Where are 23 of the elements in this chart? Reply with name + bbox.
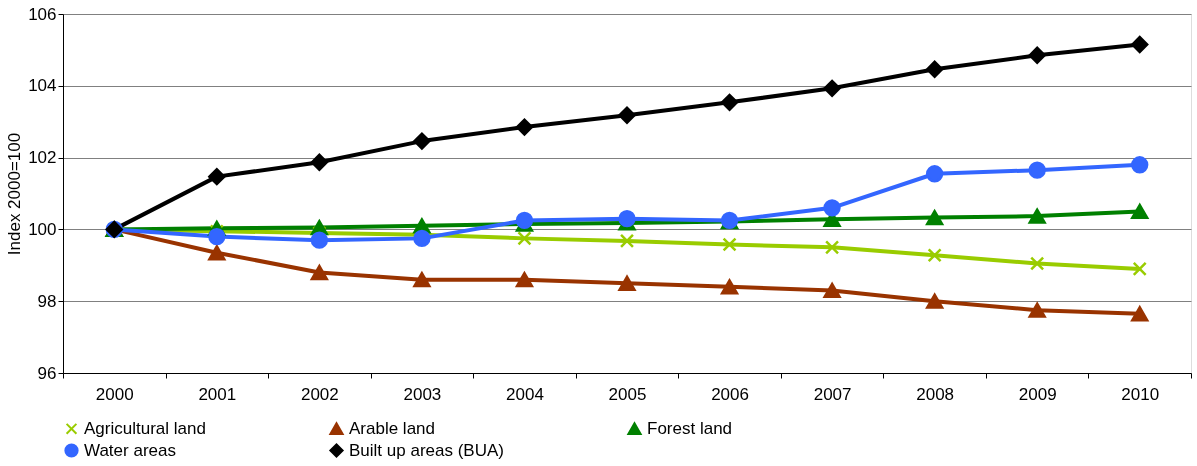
y-tick-label: 102 <box>28 148 57 168</box>
x-tick-label: 2005 <box>608 384 647 404</box>
x-tick-label: 2008 <box>916 384 955 404</box>
x-tick-label: 2001 <box>198 384 237 404</box>
x-tick-label: 2010 <box>1121 384 1160 404</box>
x-tick-label: 2007 <box>813 384 852 404</box>
legend-label: Built up areas (BUA) <box>349 440 504 460</box>
legend-label: Agricultural land <box>84 418 206 438</box>
x-tick-label: 2004 <box>506 384 544 404</box>
legend-label: Arable land <box>349 418 436 438</box>
x-tick-label: 2006 <box>711 384 749 404</box>
y-tick-label: 96 <box>37 363 57 383</box>
x-tick-label: 2003 <box>403 384 442 404</box>
y-tick-label: 104 <box>28 76 57 96</box>
y-tick-label: 100 <box>28 219 57 239</box>
x-tick-label: 2009 <box>1018 384 1057 404</box>
y-tick-label: 106 <box>28 4 57 24</box>
x-tick-label: 2002 <box>300 384 339 404</box>
y-tick-label: 98 <box>37 291 57 311</box>
x-tick-label: 2000 <box>95 384 134 404</box>
legend-label: Water areas <box>84 440 176 460</box>
legend-label: Forest land <box>647 418 733 438</box>
y-axis-title: Index 2000=100 <box>5 132 25 256</box>
